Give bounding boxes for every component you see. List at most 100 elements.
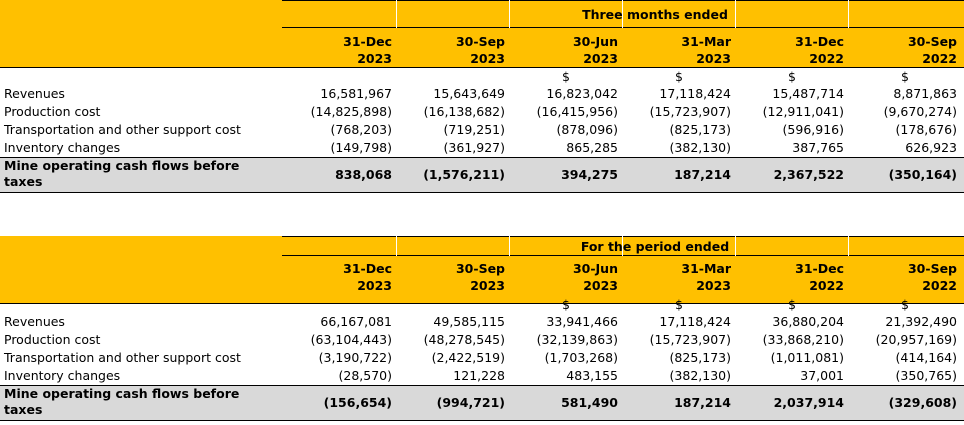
- table-cell: (63,104,443): [310, 332, 392, 347]
- column-header: 30-Sep 2022: [907, 261, 957, 293]
- column-header: 31-Dec 2023: [343, 261, 392, 293]
- table-cell: (2,422,519): [431, 350, 505, 365]
- table-cell: 21,392,490: [885, 314, 957, 329]
- table-cell: (1,011,081): [770, 350, 844, 365]
- table-cell: (596,916): [782, 122, 844, 137]
- table-cell: (15,723,907): [649, 332, 731, 347]
- table-cell: 66,167,081: [320, 314, 392, 329]
- table-cell: 121,228: [453, 368, 505, 383]
- table-cell: 17,118,424: [659, 86, 731, 101]
- currency-symbol: $: [675, 297, 683, 312]
- table-cell: (15,723,907): [649, 104, 731, 119]
- table-cell: 33,941,466: [546, 314, 618, 329]
- table-cell: (3,190,722): [318, 350, 392, 365]
- column-header: 31-Mar 2023: [681, 261, 731, 293]
- table-cell: 483,155: [566, 368, 618, 383]
- currency-symbol: $: [562, 297, 570, 312]
- table-row: Revenues 66,167,081 49,585,115 33,941,46…: [0, 313, 964, 331]
- row-label: Transportation and other support cost: [4, 122, 241, 137]
- table-cell: (14,825,898): [310, 104, 392, 119]
- table-cell: (33,868,210): [762, 332, 844, 347]
- total-row: Mine operating cash flows before taxes (…: [0, 385, 964, 421]
- table-row: Inventory changes (149,798) (361,927) 86…: [0, 139, 964, 157]
- table-row: Transportation and other support cost (3…: [0, 349, 964, 367]
- total-cell: 187,214: [674, 167, 731, 182]
- table-cell: (382,130): [669, 140, 731, 155]
- table-row: Revenues 16,581,967 15,643,649 16,823,04…: [0, 85, 964, 103]
- currency-symbol: $: [901, 69, 909, 84]
- total-row: Mine operating cash flows before taxes 8…: [0, 157, 964, 193]
- currency-row: $ $ $ $: [0, 296, 964, 313]
- table-header: Three months ended 31-Dec 2023 30-Sep 2023…: [0, 0, 964, 68]
- total-cell: (1,576,211): [423, 167, 505, 182]
- table-cell: (16,415,956): [536, 104, 618, 119]
- table-cell: 15,643,649: [433, 86, 505, 101]
- table-header: For the period ended 31-Dec 2023 30-Sep 20…: [0, 236, 964, 304]
- total-cell: 2,367,522: [773, 167, 844, 182]
- table-row: Production cost (14,825,898) (16,138,682…: [0, 103, 964, 121]
- table-cell: 17,118,424: [659, 314, 731, 329]
- table-cell: (719,251): [443, 122, 505, 137]
- row-label: Revenues: [4, 314, 65, 329]
- table-cell: (16,138,682): [423, 104, 505, 119]
- column-header: 30-Sep 2023: [455, 34, 505, 66]
- table-title: Three months ended: [282, 2, 964, 28]
- currency-symbol: $: [901, 297, 909, 312]
- currency-row: $ $ $ $: [0, 68, 964, 85]
- table-row: Inventory changes (28,570) 121,228 483,1…: [0, 367, 964, 385]
- column-header: 31-Dec 2023: [343, 34, 392, 66]
- table-cell: (32,139,863): [536, 332, 618, 347]
- total-cell: (156,654): [323, 395, 392, 410]
- table-cell: (149,798): [330, 140, 392, 155]
- total-cell: 187,214: [674, 395, 731, 410]
- row-label: Production cost: [4, 332, 101, 347]
- table-cell: 49,585,115: [433, 314, 505, 329]
- table-cell: (12,911,041): [762, 104, 844, 119]
- table-cell: 15,487,714: [772, 86, 844, 101]
- table-cell: (9,670,274): [883, 104, 957, 119]
- total-label: Mine operating cash flows before taxes: [4, 158, 240, 189]
- column-header: 30-Sep 2022: [907, 34, 957, 66]
- column-header: 31-Mar 2023: [681, 34, 731, 66]
- table-row: Production cost (63,104,443) (48,278,545…: [0, 331, 964, 349]
- table-cell: (361,927): [443, 140, 505, 155]
- column-header: 30-Jun 2023: [572, 261, 618, 293]
- table-cell: (178,676): [895, 122, 957, 137]
- row-label: Transportation and other support cost: [4, 350, 241, 365]
- row-label: Inventory changes: [4, 368, 121, 383]
- total-cell: 838,068: [335, 167, 392, 182]
- table-cell: (768,203): [330, 122, 392, 137]
- currency-symbol: $: [675, 69, 683, 84]
- three-months-table: Three months ended 31-Dec 2023 30-Sep 2023…: [0, 0, 964, 193]
- total-cell: 394,275: [561, 167, 618, 182]
- table-cell: 36,880,204: [772, 314, 844, 329]
- total-label: Mine operating cash flows before taxes: [4, 386, 240, 417]
- table-cell: 37,001: [800, 368, 844, 383]
- currency-symbol: $: [788, 297, 796, 312]
- table-cell: (825,173): [669, 350, 731, 365]
- table-cell: 8,871,863: [893, 86, 957, 101]
- row-label: Inventory changes: [4, 140, 121, 155]
- column-header: 31-Dec 2022: [795, 34, 844, 66]
- table-row: Transportation and other support cost (7…: [0, 121, 964, 139]
- table-cell: (825,173): [669, 122, 731, 137]
- table-cell: (414,164): [895, 350, 957, 365]
- total-cell: (994,721): [436, 395, 505, 410]
- currency-symbol: $: [788, 69, 796, 84]
- currency-symbol: $: [562, 69, 570, 84]
- total-cell: 2,037,914: [773, 395, 844, 410]
- column-header: 30-Sep 2023: [455, 261, 505, 293]
- period-ended-table: For the period ended 31-Dec 2023 30-Sep 20…: [0, 236, 964, 421]
- table-cell: (20,957,169): [875, 332, 957, 347]
- column-header: 31-Dec 2022: [795, 261, 844, 293]
- table-cell: 387,765: [792, 140, 844, 155]
- total-cell: (350,164): [888, 167, 957, 182]
- table-cell: (1,703,268): [544, 350, 618, 365]
- table-cell: (878,096): [556, 122, 618, 137]
- table-cell: 16,823,042: [546, 86, 618, 101]
- row-label: Production cost: [4, 104, 101, 119]
- table-cell: 865,285: [566, 140, 618, 155]
- table-title: For the period ended: [282, 238, 964, 256]
- row-label: Revenues: [4, 86, 65, 101]
- column-header: 30-Jun 2023: [572, 34, 618, 66]
